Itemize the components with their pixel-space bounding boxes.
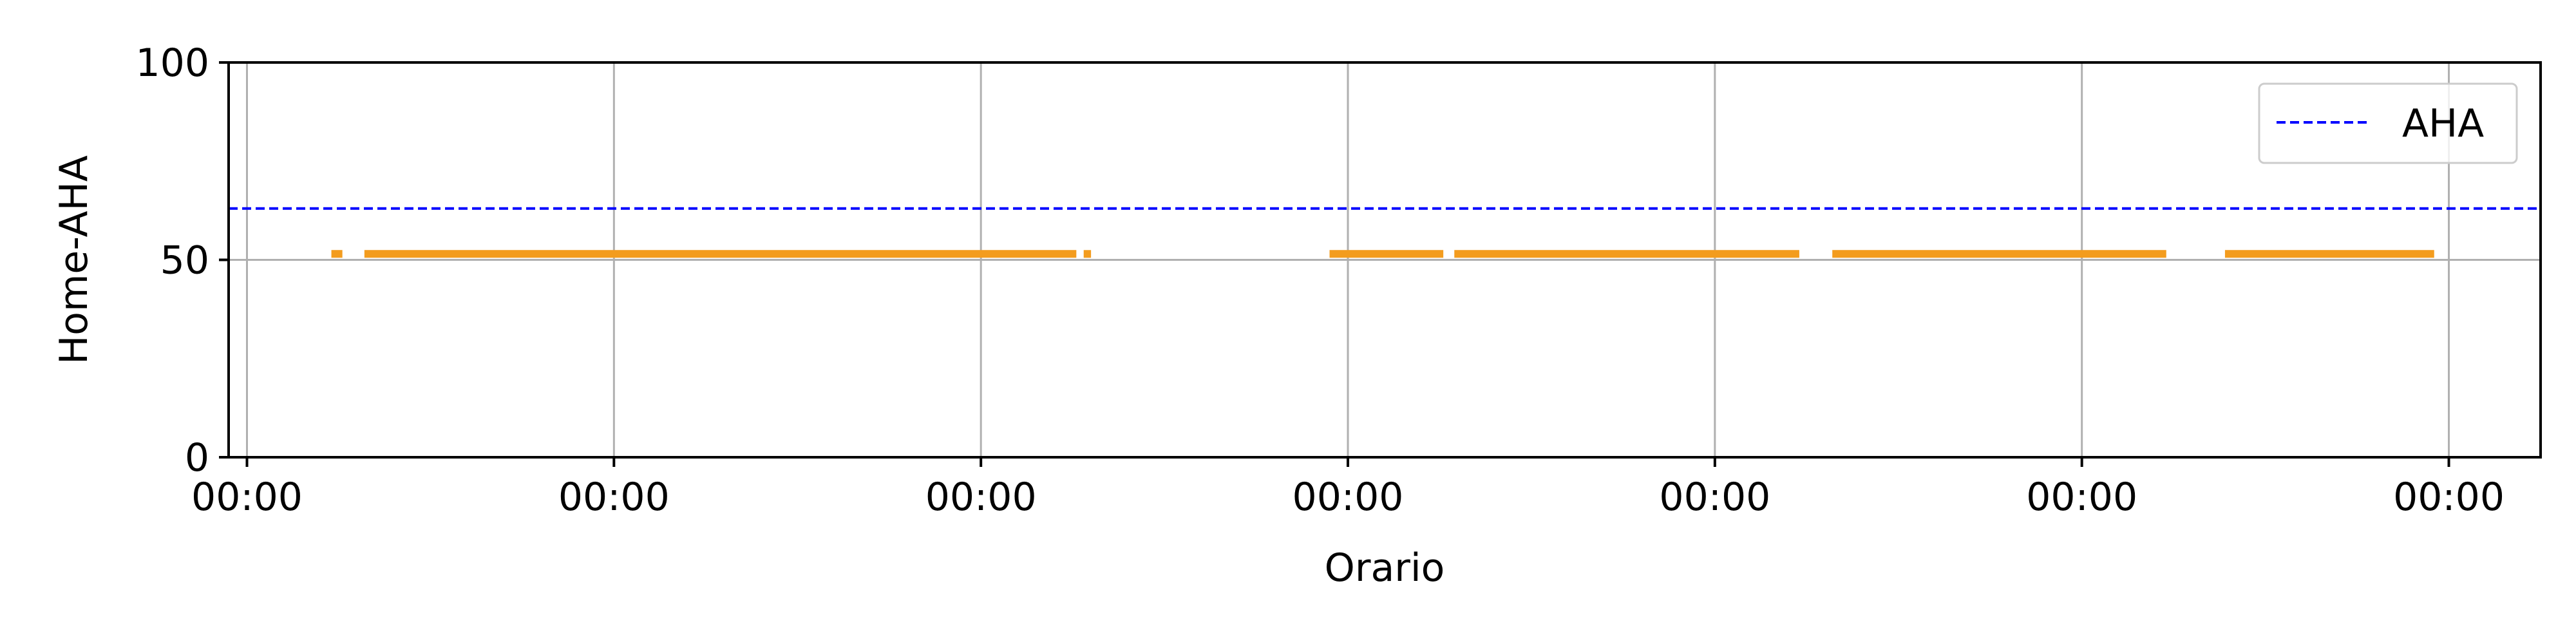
x-tick-label: 00:00 (2393, 475, 2505, 520)
y-tick-label: 100 (135, 41, 209, 86)
legend-label-aha: AHA (2402, 101, 2484, 146)
x-tick-label: 00:00 (1293, 475, 1404, 520)
series-layer (229, 207, 2541, 258)
x-tick-label: 00:00 (558, 475, 670, 520)
y-tick-label: 50 (160, 238, 209, 283)
x-tick-label: 00:00 (1659, 475, 1770, 520)
legend-box (2258, 82, 2518, 164)
x-tick-label: 00:00 (2026, 475, 2137, 520)
y-tick-label: 0 (185, 435, 209, 480)
grid (229, 61, 2541, 459)
ticks: 00:00 00:00 00:00 00:00 00:00 00:00 00:0005010… (135, 41, 2505, 520)
x-tick-label: 00:00 (191, 475, 303, 520)
x-axis-label: Orario (1325, 545, 1445, 591)
y-axis-label: Home-AHA (52, 155, 97, 365)
legend: AHA (2258, 82, 2518, 164)
x-tick-label: 00:00 (925, 475, 1037, 520)
